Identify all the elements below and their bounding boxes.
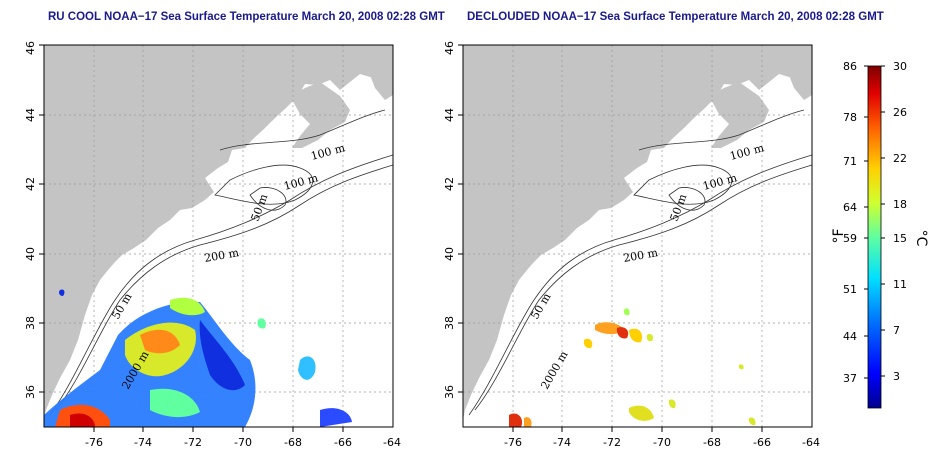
right-lat-tick-46: 46 [443, 41, 456, 55]
right-lat-tick-36: 36 [443, 385, 456, 399]
right-lat-tick-44: 44 [443, 108, 456, 122]
right-lon-tick-64: -64 [802, 436, 820, 449]
left-lat-tick-46: 46 [24, 41, 37, 55]
left-contour-label-4: 200 m [203, 246, 240, 265]
colorbar-c-tick-22: 22 [893, 152, 907, 165]
left-lat-tick-36: 36 [24, 385, 37, 399]
right-lon-tick-72: -72 [603, 436, 621, 449]
left-panel-title: RU COOL NOAA−17 Sea Surface Temperature … [48, 11, 445, 23]
colorbar-c-tick-11: 11 [893, 278, 907, 291]
colorbar-f-tick-71: 71 [843, 155, 857, 168]
left-tick-marks [39, 44, 344, 432]
colorbar-f-tick-86: 86 [843, 60, 857, 73]
left-map-frame [43, 44, 394, 428]
right-contours [468, 109, 813, 416]
left-lon-tick-64: -64 [383, 436, 401, 449]
colorbar-c-tick-15: 15 [893, 232, 907, 245]
left-lat-tick-44: 44 [24, 108, 37, 122]
colorbar-f-tick-64: 64 [843, 201, 857, 214]
left-lat-tick-38: 38 [24, 316, 37, 330]
colorbar-tick-marks [864, 65, 885, 379]
colorbar-c-tick-18: 18 [893, 198, 907, 211]
right-contour-label-4: 200 m [622, 246, 659, 265]
left-lon-tick-68: -68 [284, 436, 302, 449]
left-contours [49, 109, 394, 416]
left-sst-patches [44, 289, 352, 427]
right-sst-patches [509, 308, 756, 427]
right-land-mass [463, 45, 812, 420]
right-lat-tick-38: 38 [443, 316, 456, 330]
left-lat-tick-40: 40 [24, 247, 37, 261]
left-lon-tick-66: -66 [334, 436, 352, 449]
left-lon-tick-76: -76 [85, 436, 103, 449]
colorbar-c-tick-7: 7 [893, 324, 900, 337]
left-lon-tick-74: -74 [134, 436, 152, 449]
colorbar-c-unit: °C [913, 230, 929, 247]
left-land-mass [44, 45, 393, 420]
colorbar: 86 78 71 64 59 51 44 37 30 26 22 18 15 1… [831, 60, 929, 409]
left-lon-tick-70: -70 [234, 436, 252, 449]
colorbar-c-tick-30: 30 [893, 60, 907, 73]
left-lat-tick-42: 42 [24, 177, 37, 191]
left-lon-tick-72: -72 [184, 436, 202, 449]
colorbar-c-tick-3: 3 [893, 370, 900, 383]
right-panel-title: DECLOUDED NOAA−17 Sea Surface Temperatur… [467, 11, 884, 23]
right-lat-tick-40: 40 [443, 247, 456, 261]
right-lon-tick-70: -70 [653, 436, 671, 449]
colorbar-f-tick-44: 44 [843, 330, 857, 343]
colorbar-f-tick-59: 59 [843, 232, 857, 245]
right-lat-tick-42: 42 [443, 177, 456, 191]
right-map-panel: 100 m 100 m 50 m 200 m 50 m 2000 m -76 -… [443, 41, 820, 449]
colorbar-gradient [867, 65, 882, 409]
colorbar-f-tick-51: 51 [843, 283, 857, 296]
right-grid [463, 45, 812, 427]
right-newfoundland [787, 45, 812, 100]
colorbar-f-tick-37: 37 [843, 372, 857, 385]
right-lon-tick-68: -68 [703, 436, 721, 449]
colorbar-f-unit: °F [831, 228, 847, 243]
colorbar-c-tick-26: 26 [893, 106, 907, 119]
left-grid [44, 45, 393, 427]
right-lon-tick-76: -76 [504, 436, 522, 449]
right-lon-tick-74: -74 [553, 436, 571, 449]
left-map-panel: 100 m 100 m 50 m 200 m 50 m 2000 m -76 -… [24, 41, 401, 449]
right-lon-tick-66: -66 [753, 436, 771, 449]
right-tick-marks [458, 44, 763, 432]
colorbar-f-tick-78: 78 [843, 111, 857, 124]
right-map-frame [462, 44, 813, 428]
left-newfoundland [368, 45, 393, 100]
